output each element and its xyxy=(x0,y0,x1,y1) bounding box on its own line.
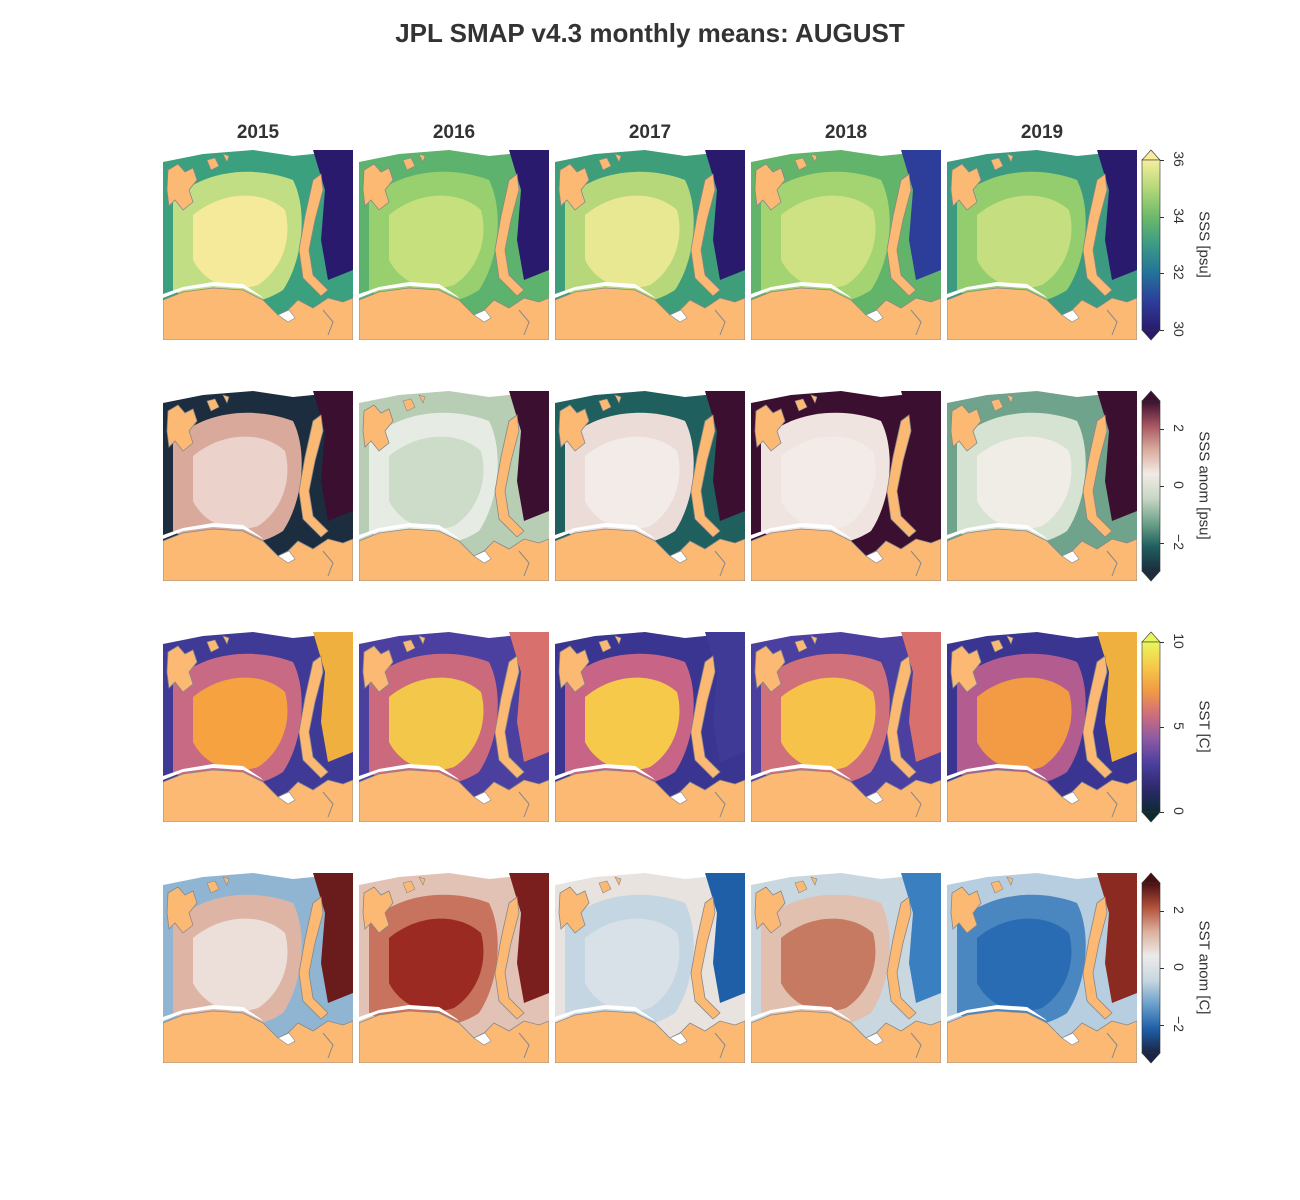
colorbar-tick-mark xyxy=(1160,216,1164,218)
colorbar-label-sst_anom: SST anom [C] xyxy=(1195,920,1213,1015)
colorbar-tick: 2 xyxy=(1171,424,1187,433)
colorbar-tick-mark xyxy=(1160,160,1164,161)
colorbar-tick: 36 xyxy=(1171,151,1187,167)
column-title-2017: 2017 xyxy=(628,122,672,143)
colorbar-sss_anom xyxy=(1141,390,1161,582)
map-panel-sss_anom-2017 xyxy=(555,391,745,581)
map-panel-sst_anom-2019 xyxy=(947,873,1137,1063)
map-panel-sst_anom-2018 xyxy=(751,873,941,1063)
colorbar-tick-mark xyxy=(1160,429,1164,431)
colorbar-tick-mark xyxy=(1160,727,1164,728)
colorbar-tick-mark xyxy=(1160,1024,1164,1026)
colorbar-tick-mark xyxy=(1160,273,1164,275)
colorbar-label-sst: SST [C] xyxy=(1195,700,1213,753)
colorbar-tick: 0 xyxy=(1171,963,1187,971)
colorbar-tick: 32 xyxy=(1171,264,1187,281)
map-panel-sss-2018 xyxy=(751,150,941,340)
map-panel-sss_anom-2018 xyxy=(751,391,941,581)
column-title-2019: 2019 xyxy=(1020,122,1064,143)
colorbar-tick-mark xyxy=(1160,330,1164,331)
map-panel-sss_anom-2015 xyxy=(163,391,353,581)
colorbar-sst_anom xyxy=(1141,872,1161,1064)
colorbar-tick-mark xyxy=(1160,911,1164,913)
column-title-2016: 2016 xyxy=(432,122,476,143)
map-panel-sst-2018 xyxy=(751,632,941,822)
column-title-2015: 2015 xyxy=(236,122,280,143)
map-panel-sss_anom-2019 xyxy=(947,391,1137,581)
colorbar-tick: 34 xyxy=(1171,207,1187,224)
colorbar-tick: 0 xyxy=(1171,807,1187,815)
colorbar-tick: 5 xyxy=(1171,722,1187,730)
map-panel-sst-2019 xyxy=(947,632,1137,822)
map-panel-sss-2017 xyxy=(555,150,745,340)
colorbar-sst xyxy=(1141,631,1161,823)
map-panel-sss_anom-2016 xyxy=(359,391,549,581)
map-panel-sst_anom-2017 xyxy=(555,873,745,1063)
column-title-2018: 2018 xyxy=(824,122,868,143)
map-panel-sst-2015 xyxy=(163,632,353,822)
colorbar-tick: 30 xyxy=(1171,321,1187,337)
map-panel-sss-2015 xyxy=(163,150,353,340)
colorbar-tick-mark xyxy=(1160,486,1164,487)
colorbar-tick-mark xyxy=(1160,968,1164,969)
colorbar-label-sss: SSS [psu] xyxy=(1195,211,1213,278)
map-panel-sst_anom-2015 xyxy=(163,873,353,1063)
map-panel-sss-2016 xyxy=(359,150,549,340)
map-panel-sst-2017 xyxy=(555,632,745,822)
colorbar-tick: −2 xyxy=(1171,1015,1187,1032)
colorbar-sss xyxy=(1141,149,1161,341)
map-panel-sst-2016 xyxy=(359,632,549,822)
colorbar-tick: −2 xyxy=(1171,533,1187,550)
colorbar-tick: 0 xyxy=(1171,481,1187,489)
colorbar-tick-mark xyxy=(1160,812,1164,813)
map-panel-sss-2019 xyxy=(947,150,1137,340)
colorbar-tick-mark xyxy=(1160,542,1164,544)
figure-title: JPL SMAP v4.3 monthly means: AUGUST xyxy=(395,18,905,48)
map-panel-sst_anom-2016 xyxy=(359,873,549,1063)
colorbar-tick: 2 xyxy=(1171,906,1187,915)
colorbar-tick-mark xyxy=(1160,642,1164,643)
colorbar-tick: 10 xyxy=(1171,633,1187,649)
colorbar-label-sss_anom: SSS anom [psu] xyxy=(1195,431,1213,540)
